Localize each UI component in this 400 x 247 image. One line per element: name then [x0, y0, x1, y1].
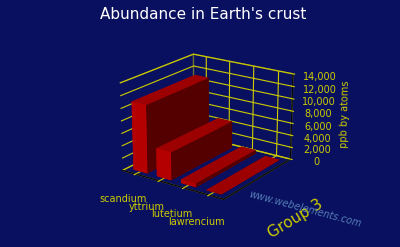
Text: Abundance in Earth's crust: Abundance in Earth's crust: [100, 6, 307, 21]
Text: www.webelements.com: www.webelements.com: [248, 189, 363, 229]
Y-axis label: Group 3: Group 3: [265, 197, 326, 241]
